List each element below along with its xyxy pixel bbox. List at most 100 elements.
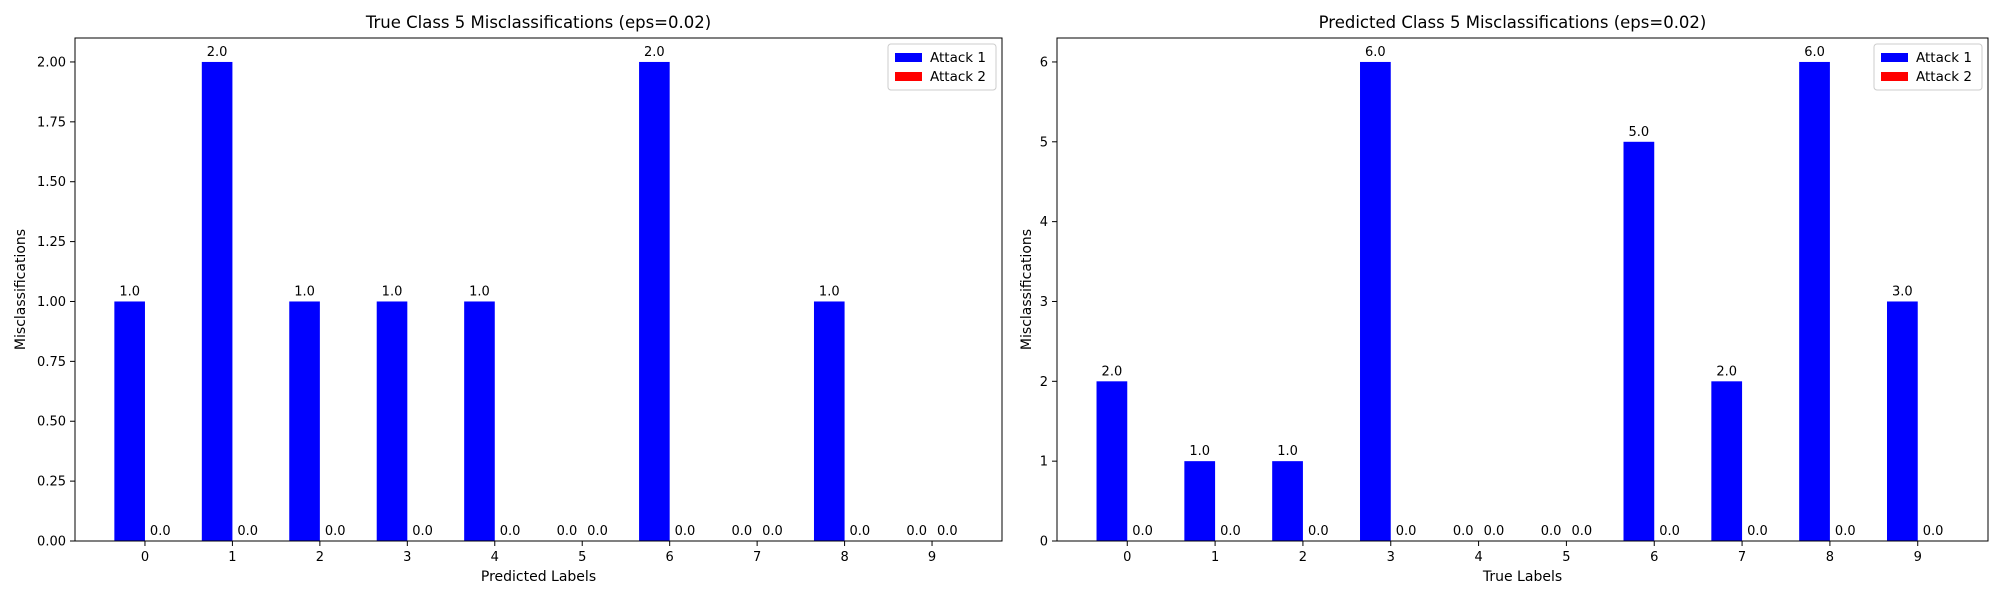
bar-attack-1 [1886,301,1918,541]
data-label-attack-1: 1.0 [119,284,140,299]
data-label-attack-1: 1.0 [819,284,840,299]
chart-title: Predicted Class 5 Misclassifications (ep… [1319,13,1707,32]
data-label-attack-2: 0.0 [1308,524,1329,539]
data-label-attack-2: 0.0 [1396,524,1417,539]
x-axis: 0 1 2 3 4 5 6 7 8 9 [1123,541,1922,565]
y-tick-label: 2 [1040,375,1048,390]
bar-attack-1 [114,301,145,541]
data-label-attack-2: 0.0 [587,524,608,539]
bar-attack-1 [1711,381,1743,541]
y-tick-label: 0.25 [37,475,66,490]
legend-swatch [895,53,922,62]
y-axis-label: Misclassifications [13,229,29,350]
y-tick-label: 0.00 [37,535,66,550]
x-tick-label: 6 [1650,550,1658,565]
x-tick-label: 9 [928,550,936,565]
data-label-attack-1: 2.0 [1716,364,1737,379]
y-tick-label: 0.75 [37,355,66,370]
x-tick-label: 2 [1299,550,1307,565]
y-axis: 0.00 0.25 0.50 0.75 1.00 1.25 1.50 1.75 2.00 [37,55,75,550]
x-tick-label: 7 [753,550,761,565]
data-label-attack-2: 0.0 [675,524,696,539]
legend-label: Attack 2 [1916,69,1972,85]
data-label-attack-1: 1.0 [382,284,403,299]
data-label-attack-2: 0.0 [1923,524,1944,539]
chart-predicted-class-5: Predicted Class 5 Misclassifications (ep… [1019,13,1989,585]
y-tick-label: 5 [1040,135,1048,150]
data-label-attack-1: 5.0 [1629,125,1650,140]
data-label-attack-2: 0.0 [850,524,871,539]
bar-attack-1 [639,61,670,541]
bar-attack-1 [1799,61,1830,541]
data-label-attack-1: 3.0 [1892,284,1913,299]
legend-label: Attack 1 [1916,50,1972,66]
y-tick-label: 1.25 [37,235,66,250]
legend-swatch [895,72,922,81]
legend-label: Attack 1 [930,50,986,66]
x-tick-label: 8 [840,550,848,565]
y-tick-label: 3 [1040,295,1048,310]
legend-label: Attack 2 [930,69,986,85]
y-tick-label: 0.50 [37,415,66,430]
chart-true-class-5: True Class 5 Misclassifications (eps=0.0… [13,13,1003,585]
y-tick-label: 1.75 [37,115,66,130]
data-label-attack-1: 0.0 [731,524,752,539]
data-label-attack-1: 2.0 [207,45,228,60]
data-label-attack-2: 0.0 [150,524,171,539]
bar-attack-1 [1360,61,1391,541]
y-tick-label: 1.00 [37,295,66,310]
data-label-attack-2: 0.0 [762,524,783,539]
data-label-attack-2: 0.0 [412,524,433,539]
bar-attack-1 [813,301,845,541]
x-tick-label: 0 [141,550,149,565]
data-label-attack-1: 0.0 [906,524,927,539]
y-tick-label: 4 [1040,215,1048,230]
bar-attack-1 [1184,461,1216,541]
data-label-attack-1: 2.0 [1102,364,1123,379]
legend-swatch [1881,72,1908,81]
data-label-attack-1: 0.0 [1453,524,1474,539]
data-label-attack-1: 0.0 [1541,524,1562,539]
bar-attack-1 [1623,141,1655,542]
x-tick-label: 4 [491,550,499,565]
legend: Attack 1 Attack 2 [887,43,997,91]
y-tick-label: 2.00 [37,55,66,70]
bars-layer: 2.0 0.0 1.0 0.0 1.0 0.0 6.0 0.0 0.0 0.0 0.0 0.0 5.0 0… [1096,45,1944,542]
bar-attack-1 [289,301,320,541]
x-axis-label: True Labels [1482,569,1562,585]
x-tick-label: 2 [316,550,324,565]
data-label-attack-1: 2.0 [644,45,665,60]
y-tick-label: 0 [1040,535,1048,550]
x-tick-label: 3 [403,550,411,565]
bar-attack-1 [201,61,233,541]
x-tick-label: 7 [1738,550,1746,565]
data-label-attack-1: 6.0 [1804,45,1825,60]
data-label-attack-1: 1.0 [469,284,490,299]
legend: Attack 1 Attack 2 [1873,43,1983,91]
data-label-attack-1: 1.0 [294,284,315,299]
data-label-attack-2: 0.0 [1571,524,1592,539]
data-label-attack-1: 1.0 [1189,444,1210,459]
x-axis: 0 1 2 3 4 5 6 7 8 9 [141,541,936,565]
bar-attack-1 [1096,381,1128,541]
data-label-attack-2: 0.0 [1484,524,1505,539]
data-label-attack-2: 0.0 [1747,524,1768,539]
data-label-attack-2: 0.0 [1132,524,1153,539]
data-label-attack-1: 0.0 [557,524,578,539]
data-label-attack-2: 0.0 [237,524,258,539]
x-tick-label: 6 [666,550,674,565]
plot-frame [1056,37,1989,542]
x-axis-label: Predicted Labels [481,569,596,585]
x-tick-label: 1 [1211,550,1219,565]
data-label-attack-2: 0.0 [1220,524,1241,539]
bar-attack-1 [1272,461,1303,541]
y-tick-label: 1.50 [37,175,66,190]
bar-attack-1 [376,301,408,541]
data-label-attack-2: 0.0 [325,524,346,539]
bars-layer: 1.0 0.0 2.0 0.0 1.0 0.0 1.0 0.0 1.0 0.0 0.0 0.0 2.0 0… [114,45,958,541]
x-tick-label: 1 [228,550,236,565]
x-tick-label: 5 [1562,550,1570,565]
x-tick-label: 9 [1914,550,1922,565]
x-tick-label: 5 [578,550,586,565]
